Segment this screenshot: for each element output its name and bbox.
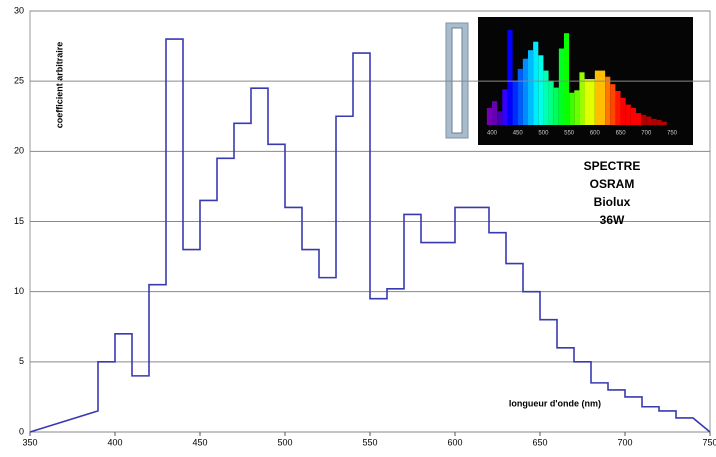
spectrum-bar [661,121,667,125]
spectrum-bar [538,55,544,125]
inset-tick-label: 650 [616,131,627,137]
spectrum-bar [651,118,657,125]
spectrum-bar [630,108,636,125]
annotation: 36W [600,213,625,227]
inset-tick-label: 750 [667,131,678,137]
spectrum-bar [564,33,570,126]
spectrum-bar [522,58,528,126]
spectrum-bar [507,29,513,125]
x-tick-label: 750 [702,437,716,447]
y-axis-label: coefficient arbitraire [54,42,64,129]
spectrum-bar [512,80,518,125]
spectrum-bar [636,113,642,125]
spectrum-bar [605,76,611,125]
annotation: SPECTRE [584,159,641,173]
spectrum-bar [528,50,534,126]
inset-tick-label: 600 [590,131,601,137]
x-tick-label: 350 [22,437,37,447]
y-tick-label: 30 [14,5,24,15]
inset-tick-label: 400 [487,131,498,137]
spectrum-bar [517,68,523,125]
y-tick-label: 5 [19,356,24,366]
inset-tick-label: 450 [513,131,524,137]
spectrum-bar [584,79,595,125]
x-tick-label: 700 [617,437,632,447]
spectrum-bar [497,111,503,125]
spectrum-bar [492,101,498,125]
y-tick-label: 10 [14,286,24,296]
spectrum-bar [543,70,549,125]
x-tick-label: 550 [362,437,377,447]
y-tick-label: 25 [14,76,24,86]
spectrum-bar [620,97,626,125]
x-tick-label: 450 [192,437,207,447]
spectrum-bar [574,90,580,125]
spectrum-bar [569,92,575,125]
inset-tick-label: 700 [641,131,652,137]
x-axis-label: longueur d'onde (nm) [509,398,601,408]
spectrum-bar [646,116,652,125]
spectrum-bar [558,48,564,125]
spectrum-bar [533,41,539,126]
spectrum-bar [615,91,621,125]
spectrum-bar [502,89,508,125]
x-tick-label: 400 [107,437,122,447]
spectrum-bar [486,108,492,125]
inset-tick-label: 500 [538,131,549,137]
x-tick-label: 650 [532,437,547,447]
inset-tick-label: 550 [564,131,575,137]
x-tick-label: 500 [277,437,292,447]
spectrum-bar [656,119,662,125]
lamp-tube [451,27,463,134]
y-tick-label: 20 [14,146,24,156]
annotation: OSRAM [590,177,635,191]
spectrum-bar [553,87,559,125]
data-line [29,38,711,433]
spectrum-bar [610,84,616,125]
spectrum-bar [641,114,647,125]
y-tick-label: 15 [14,216,24,226]
x-tick-label: 600 [447,437,462,447]
inset-photo: 400 450 500 550 600 650 700 750 [445,17,693,145]
spectrum-bar [594,70,606,125]
y-tick-label: 0 [19,426,24,436]
annotation: Biolux [594,195,631,209]
spectrum-bar [625,104,631,125]
spectrum-bar [579,72,585,125]
spectrum-bar [548,80,554,125]
